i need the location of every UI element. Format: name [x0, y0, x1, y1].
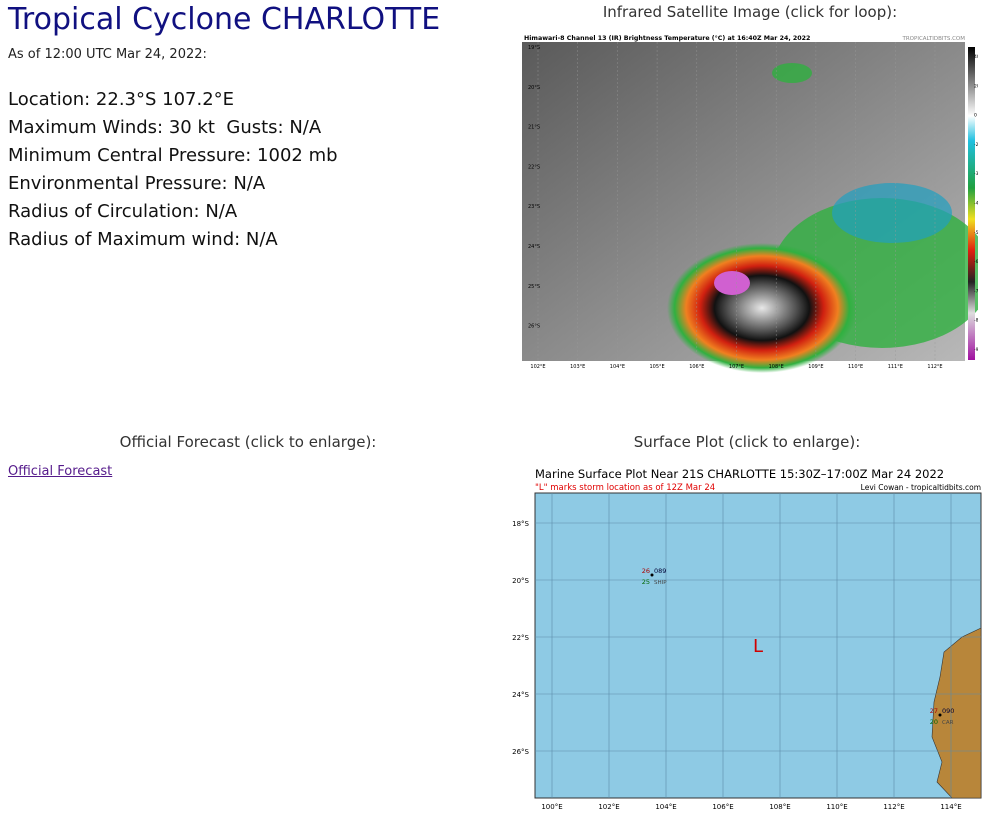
colorbar-label: 20 [974, 83, 978, 89]
lon-label: 112°E [927, 364, 942, 370]
station-dewpoint: 20 [930, 718, 938, 726]
cold-tops [714, 271, 750, 295]
lon-label: 102°E [598, 803, 619, 811]
lon-label: 104°E [610, 364, 625, 370]
storm-details: Location: 22.3°S 107.2°E Maximum Winds: 3… [8, 86, 338, 254]
detail-line: Minimum Central Pressure: 1002 mb [8, 145, 338, 166]
colorbar [968, 47, 975, 360]
lon-label: 104°E [655, 803, 676, 811]
cloud-band [772, 63, 812, 83]
image-title: Himawari-8 Channel 13 (IR) Brightness Te… [524, 34, 810, 42]
cloud-band [832, 183, 952, 243]
station-dewpoint: 25 [642, 578, 650, 586]
colorbar-label: 40 [974, 54, 978, 60]
forecast-link[interactable]: Official Forecast [8, 464, 113, 479]
lon-label: 109°E [808, 364, 823, 370]
plot-subtitle: "L" marks storm location as of 12Z Mar 2… [535, 483, 715, 493]
lon-label: 107°E [729, 364, 744, 370]
colorbar-label: -60 [974, 259, 978, 265]
storm-title: Tropical Cyclone CHARLOTTE [8, 2, 441, 37]
lat-label: 25°S [528, 284, 540, 290]
plot-title: Marine Surface Plot Near 21S CHARLOTTE 1… [535, 467, 944, 481]
colorbar-label: -70 [974, 288, 978, 294]
lat-label: 24°S [528, 244, 540, 250]
lat-label: 23°S [528, 204, 540, 210]
lat-label: 19°S [528, 45, 540, 51]
station-temp: 27 [930, 707, 938, 715]
surface-heading: Surface Plot (click to enlarge): [633, 433, 861, 451]
image-credit: TROPICALTIDBITS.COM [902, 36, 966, 42]
lon-label: 108°E [769, 364, 784, 370]
lon-label: 110°E [848, 364, 863, 370]
as-of: As of 12:00 UTC Mar 24, 2022: [8, 47, 207, 62]
lon-label: 106°E [689, 364, 704, 370]
forecast-heading: Official Forecast (click to enlarge): [119, 433, 377, 451]
colorbar-label: 0 [974, 113, 977, 119]
colorbar-label: -30 [974, 171, 978, 177]
lat-label: 22°S [512, 634, 529, 642]
lat-label: 24°S [512, 691, 529, 699]
lon-label: 105°E [649, 364, 664, 370]
detail-line: Location: 22.3°S 107.2°E [8, 89, 235, 110]
lat-label: 22°S [528, 164, 540, 170]
lon-label: 102°E [530, 364, 545, 370]
colorbar-label: -40 [974, 201, 978, 207]
lat-label: 26°S [512, 748, 529, 756]
colorbar-label: -80 [974, 318, 978, 324]
lon-label: 114°E [940, 803, 961, 811]
lon-label: 110°E [826, 803, 847, 811]
satellite-image[interactable]: Himawari-8 Channel 13 (IR) Brightness Te… [522, 33, 978, 373]
station-pressure: 089 [654, 567, 666, 575]
detail-line: Radius of Circulation: N/A [8, 201, 238, 222]
satellite-heading: Infrared Satellite Image (click for loop… [602, 3, 898, 21]
land [931, 627, 982, 799]
station-id: CAR [942, 720, 954, 726]
storm-marker: L [753, 636, 763, 657]
surface-plot[interactable]: Marine Surface Plot Near 21S CHARLOTTE 1… [492, 462, 988, 820]
storm-core [667, 243, 857, 373]
lat-label: 20°S [528, 85, 540, 91]
station-dot [938, 713, 942, 717]
colorbar-label: -20 [974, 142, 978, 148]
station-id: SHIP [654, 580, 667, 586]
lon-label: 103°E [570, 364, 585, 370]
station-dot [650, 573, 654, 577]
detail-line: Environmental Pressure: N/A [8, 173, 266, 194]
lat-label: 21°S [528, 125, 540, 131]
detail-line: Radius of Maximum wind: N/A [8, 229, 278, 250]
map-ocean [534, 492, 982, 799]
plot-credit: Levi Cowan - tropicaltidbits.com [861, 483, 981, 492]
lon-label: 108°E [769, 803, 790, 811]
lat-label: 26°S [528, 324, 540, 330]
lat-label: 18°S [512, 520, 529, 528]
colorbar-label: -90 [974, 347, 978, 353]
lon-label: 112°E [883, 803, 904, 811]
lat-label: 20°S [512, 577, 529, 585]
lon-label: 106°E [712, 803, 733, 811]
station-temp: 26 [642, 567, 650, 575]
lon-label: 100°E [541, 803, 562, 811]
lon-label: 111°E [888, 364, 903, 370]
detail-line: Maximum Winds: 30 kt Gusts: N/A [8, 117, 322, 138]
station-pressure: 090 [942, 707, 954, 715]
colorbar-label: -50 [974, 230, 978, 236]
